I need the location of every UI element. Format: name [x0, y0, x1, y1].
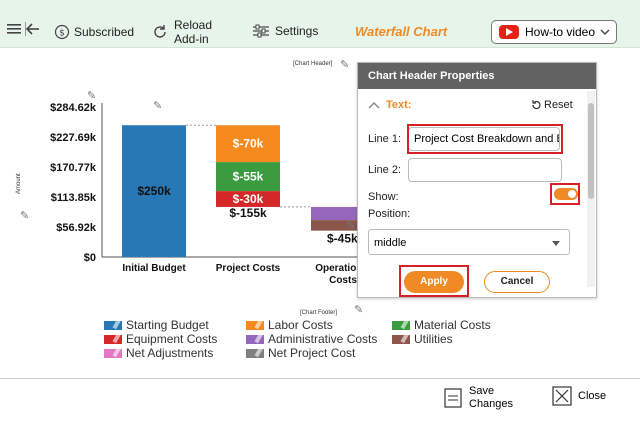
back-arrow-icon[interactable]	[25, 22, 41, 36]
edit-header-pencil-icon[interactable]: ✎	[340, 59, 350, 71]
edit-operational-pencil-icon[interactable]: ✎	[346, 220, 356, 232]
chart-area: $0 $56.92k $113.85k $170.77k $227.69k $284.62…	[0, 49, 640, 379]
toolbar: $ Subscribed Reload Add-in Settings Wate…	[0, 0, 640, 48]
legend-item-utilities: Utilities	[392, 332, 453, 346]
bar-label: $-45k	[327, 232, 358, 246]
reload-label-line1: Reload	[174, 18, 213, 32]
close-icon	[552, 386, 572, 406]
reload-addin-button[interactable]: Reload Add-in	[151, 18, 212, 46]
close-button[interactable]: Close	[552, 386, 606, 406]
legend-item-starting-budget: Starting Budget	[104, 318, 209, 332]
bar-label: $-30k	[233, 192, 264, 206]
x-category-label: Project Costs	[216, 263, 281, 274]
y-tick-label: $170.77k	[50, 162, 97, 174]
x-category-label: Costs	[329, 275, 357, 286]
legend-item-net-project-cost: Net Project Cost	[246, 346, 355, 360]
close-label: Close	[578, 390, 607, 402]
y-tick-label: $0	[84, 252, 96, 264]
x-category-label: Initial Budget	[122, 263, 186, 274]
reset-icon	[532, 100, 541, 110]
bar-utilities[interactable]	[311, 220, 360, 231]
chart-type-title: Waterfall Chart	[355, 24, 448, 39]
text-section-toggle[interactable]: Text:	[368, 99, 411, 111]
subscribed-label: Subscribed	[74, 25, 135, 39]
edit-yaxis-pencil-icon[interactable]: ✎	[153, 100, 163, 112]
line1-input[interactable]: Project Cost Breakdown and B	[408, 127, 560, 151]
chevron-up-icon	[368, 102, 380, 109]
bar-equipment-costs[interactable]	[216, 191, 280, 207]
edit-axis-title-pencil-icon[interactable]: ✎	[20, 210, 30, 222]
sliders-icon	[253, 24, 269, 38]
legend-item-equipment-costs: Equipment Costs	[104, 332, 217, 346]
y-tick-label: $113.85k	[51, 192, 97, 204]
line2-input[interactable]	[408, 158, 562, 182]
y-tick-label: $284.62k	[50, 102, 97, 114]
line1-label: Line 1:	[368, 133, 402, 145]
dollar-circle-icon: $	[54, 24, 70, 40]
legend-item-labor-costs: Labor Costs	[246, 318, 333, 332]
position-label: Position:	[368, 208, 411, 220]
x-category-label: Operational	[315, 263, 360, 274]
svg-text:$: $	[59, 29, 65, 39]
edit-footer-pencil-icon[interactable]: ✎	[354, 304, 364, 316]
waterfall-chart: $0 $56.92k $113.85k $170.77k $227.69k $284.62…	[50, 102, 360, 286]
line2-label: Line 2:	[368, 164, 402, 176]
settings-button[interactable]: Settings	[252, 23, 318, 39]
show-label: Show:	[368, 191, 399, 203]
panel-scrollbar[interactable]	[587, 91, 595, 287]
chart-footer-placeholder[interactable]: [Chart Footer]	[300, 310, 338, 316]
net-project-cost-label: $-155k	[229, 206, 267, 220]
subscribed-button[interactable]: $ Subscribed	[54, 24, 134, 40]
bar-label: $250k	[137, 184, 171, 198]
hamburger-icon[interactable]	[6, 22, 22, 36]
reset-button[interactable]: Reset	[530, 99, 573, 111]
y-axis-title[interactable]: Amount	[16, 173, 22, 194]
apply-button[interactable]: Apply	[404, 271, 464, 293]
show-toggle-highlight	[550, 183, 580, 205]
reload-icon	[154, 25, 166, 38]
bar-label: $-55k	[233, 170, 264, 184]
legend-item-net-adjustments: Net Adjustments	[104, 346, 213, 360]
chart-header-properties-panel: Chart Header Properties Text: Reset Line…	[357, 62, 597, 298]
legend-item-administrative-costs: Administrative Costs	[246, 332, 377, 346]
save-icon	[444, 388, 462, 408]
bar-label: $-70k	[233, 137, 264, 151]
howto-label: How-to video	[525, 25, 596, 39]
y-tick-label: $227.69k	[50, 132, 97, 144]
save-label-line2: Changes	[469, 398, 514, 410]
bar-material-costs[interactable]	[216, 162, 280, 192]
position-select[interactable]: middle	[368, 229, 570, 255]
chart-header-placeholder[interactable]: [Chart Header]	[293, 61, 333, 67]
scrollbar-thumb[interactable]	[588, 103, 594, 199]
bar-labor-costs[interactable]	[216, 125, 280, 163]
youtube-icon	[499, 25, 519, 39]
line1-highlight	[407, 124, 563, 154]
text-section-label: Text:	[386, 99, 412, 111]
settings-label: Settings	[275, 24, 319, 38]
howto-video-dropdown[interactable]: How-to video	[491, 20, 617, 44]
save-changes-button[interactable]: Save Changes	[443, 385, 513, 411]
chevron-down-icon	[600, 25, 610, 39]
save-label-line1: Save	[469, 385, 495, 397]
footer-bar: Save Changes Close	[0, 378, 640, 424]
edit-header-top-pencil-icon[interactable]: ✎	[87, 90, 97, 102]
show-toggle[interactable]	[554, 188, 578, 200]
reload-label-line2: Add-in	[174, 32, 209, 46]
reset-label: Reset	[544, 99, 573, 111]
panel-title: Chart Header Properties	[358, 63, 596, 89]
bar-administrative-costs[interactable]	[311, 206, 360, 221]
cancel-button[interactable]: Cancel	[484, 271, 550, 293]
y-tick-label: $56.92k	[56, 222, 97, 234]
legend-item-material-costs: Material Costs	[392, 318, 491, 332]
apply-highlight	[399, 265, 469, 297]
bar-starting-budget[interactable]	[122, 125, 186, 257]
